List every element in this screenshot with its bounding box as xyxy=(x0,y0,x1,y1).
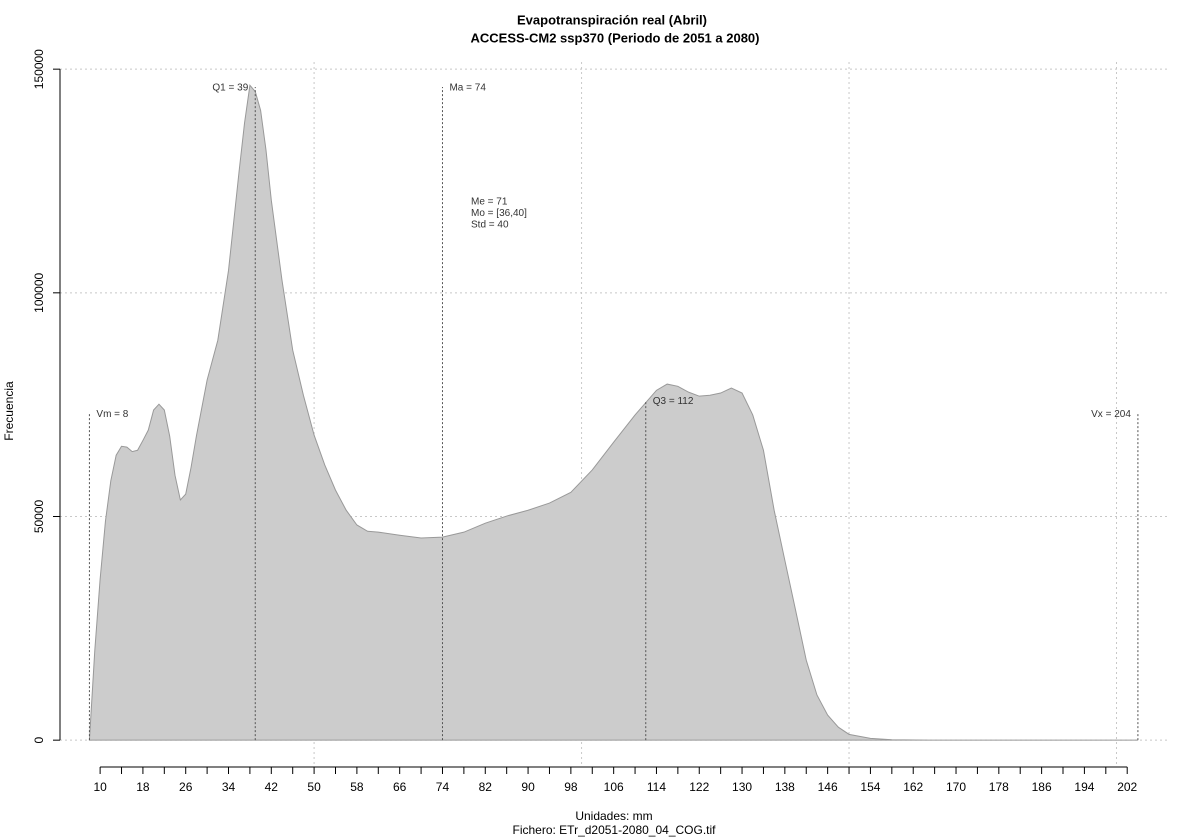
marker-label: Vx = 204 xyxy=(1091,409,1131,420)
chart-title: Evapotranspiración real (Abril) xyxy=(517,12,707,27)
marker-label: Ma = 74 xyxy=(449,83,486,94)
x-tick-label: 18 xyxy=(136,780,150,794)
x-tick-label: 66 xyxy=(393,780,407,794)
stat-label: Me = 71 xyxy=(471,197,508,208)
marker-label: Q1 = 39 xyxy=(212,83,248,94)
x-tick-label: 106 xyxy=(604,780,624,794)
x-tick-label: 26 xyxy=(179,780,193,794)
x-tick-label: 10 xyxy=(93,780,107,794)
density-area xyxy=(88,84,1138,741)
y-tick-label: 150000 xyxy=(32,49,46,89)
y-tick-label: 100000 xyxy=(32,272,46,312)
y-tick-label: 0 xyxy=(32,737,46,744)
x-tick-label: 170 xyxy=(946,780,966,794)
x-tick-label: 98 xyxy=(564,780,578,794)
x-tick-label: 74 xyxy=(436,780,450,794)
y-axis-label: Frecuencia xyxy=(2,381,16,441)
x-tick-label: 186 xyxy=(1032,780,1052,794)
stat-label: Std = 40 xyxy=(471,220,509,231)
x-tick-label: 178 xyxy=(989,780,1009,794)
x-tick-label: 34 xyxy=(222,780,236,794)
x-tick-label: 58 xyxy=(350,780,364,794)
x-tick-label: 162 xyxy=(903,780,923,794)
x-tick-label: 122 xyxy=(689,780,709,794)
marker-label: Q3 = 112 xyxy=(653,396,694,407)
x-tick-label: 202 xyxy=(1117,780,1137,794)
x-tick-label: 138 xyxy=(775,780,795,794)
x-axis-label: Unidades: mm xyxy=(575,809,652,823)
x-tick-label: 50 xyxy=(307,780,321,794)
x-tick-label: 114 xyxy=(647,780,666,794)
x-tick-label: 90 xyxy=(521,780,535,794)
x-tick-label: 42 xyxy=(265,780,279,794)
caption: Fichero: ETr_d2051-2080_04_COG.tif xyxy=(513,823,717,837)
marker-label: Vm = 8 xyxy=(96,409,128,420)
stat-label: Mo = [36,40] xyxy=(471,208,527,219)
y-tick-label: 50000 xyxy=(32,499,46,533)
x-tick-label: 194 xyxy=(1074,780,1094,794)
x-tick-label: 130 xyxy=(732,780,752,794)
x-tick-label: 146 xyxy=(818,780,838,794)
x-tick-label: 154 xyxy=(860,780,880,794)
x-tick-label: 82 xyxy=(479,780,493,794)
chart-subtitle: ACCESS-CM2 ssp370 (Periodo de 2051 a 208… xyxy=(470,30,759,45)
